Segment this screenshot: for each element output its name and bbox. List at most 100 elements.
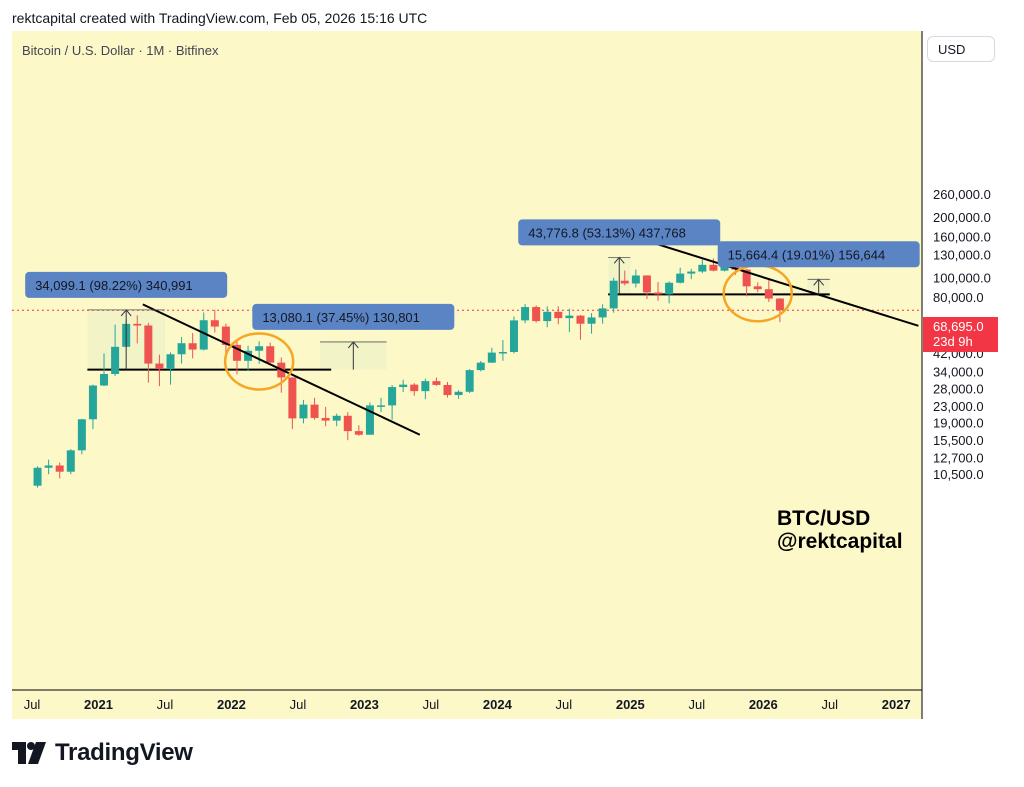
measure-label-2: 13,080.1 (37.45%) 130,801: [262, 310, 420, 325]
tradingview-logo-icon: [12, 742, 46, 764]
candle-body: [232, 344, 241, 361]
candle-body: [554, 311, 563, 319]
candle-body: [676, 273, 685, 283]
candle-body: [210, 320, 219, 327]
x-tick-label: Jul: [688, 697, 705, 712]
candle-body: [631, 275, 640, 284]
candle-body: [720, 266, 729, 271]
candle-body: [521, 307, 530, 321]
x-tick-label: Jul: [157, 697, 174, 712]
trendline-2: [618, 231, 919, 327]
candle-body: [565, 315, 574, 319]
candle-body: [354, 431, 363, 435]
measure-label-3: 43,776.8 (53.13%) 437,768: [528, 225, 686, 240]
candle-body: [111, 346, 120, 374]
candle-body: [255, 346, 264, 351]
candle-body: [66, 450, 75, 472]
measure-label-box-3: [518, 219, 721, 246]
y-tick-label: 15,500.0: [933, 433, 984, 448]
candle-body: [598, 308, 607, 318]
x-tick-label: Jul: [24, 697, 41, 712]
y-tick-label: 130,000.0: [933, 248, 991, 263]
candle-body: [155, 363, 164, 370]
y-tick-label: 160,000.0: [933, 230, 991, 245]
candle-body: [188, 343, 197, 350]
candle-body: [199, 320, 208, 350]
candle-body: [100, 373, 109, 386]
candle-body: [244, 350, 253, 361]
candle-body: [133, 323, 142, 326]
candle-body: [665, 282, 674, 295]
candle-body: [388, 387, 397, 406]
candle-body: [709, 264, 718, 271]
highlight-circle-1: [223, 332, 295, 391]
y-tick-label: 28,000.0: [933, 382, 984, 397]
candle-body: [498, 351, 507, 354]
x-tick-label: 2022: [217, 697, 246, 712]
measure-label-4: 15,664.4 (19.01%) 156,644: [728, 247, 886, 262]
chart-attribution: rektcapital created with TradingView.com…: [12, 10, 428, 26]
x-tick-label: 2025: [616, 697, 645, 712]
candle-body: [487, 352, 496, 363]
price-axis[interactable]: 260,000.0 200,000.0 160,000.0 130,000.0 100,…: [923, 31, 1022, 719]
chart-symbol-title: Bitcoin / U.S. Dollar · 1M · Bitfinex: [22, 43, 219, 58]
candle-body: [764, 289, 773, 299]
x-tick-label: Jul: [821, 697, 838, 712]
candle-body: [365, 405, 374, 435]
watermark-line1: BTC/USD: [777, 507, 870, 530]
candle-countdown: 23d 9h: [933, 334, 973, 349]
candle-body: [221, 326, 230, 345]
y-tick-label: 10,500.0: [933, 467, 984, 482]
candle-body: [432, 381, 441, 385]
candle-body: [288, 377, 297, 419]
x-tick-label: 2023: [350, 697, 379, 712]
trendline-1: [142, 303, 421, 436]
x-tick-label: Jul: [290, 697, 307, 712]
candle-body: [642, 275, 651, 293]
candle-body: [421, 381, 430, 392]
x-tick-label: 2021: [84, 697, 113, 712]
candle-body: [532, 307, 541, 322]
candle-body: [44, 465, 53, 468]
measure-label-box-4: [717, 241, 920, 268]
candle-body: [377, 405, 386, 407]
candle-body: [266, 346, 275, 363]
candle-body: [55, 465, 64, 472]
candle-body: [476, 362, 485, 371]
candle-body: [399, 384, 408, 388]
y-tick-label: 80,000.0: [933, 290, 984, 305]
candle-body: [310, 404, 319, 418]
candle-body: [166, 354, 175, 370]
x-tick-label: Jul: [423, 697, 440, 712]
footer-brand: TradingView: [12, 736, 193, 770]
candle-body: [410, 384, 419, 392]
candle-body: [465, 370, 474, 392]
candle-body: [753, 286, 762, 290]
candle-body: [654, 292, 663, 295]
current-price-tag: [923, 317, 998, 352]
y-tick-label: 200,000.0: [933, 210, 991, 225]
x-tick-label: 2026: [749, 697, 778, 712]
measure-label-1: 34,099.1 (98.22%) 340,991: [35, 278, 193, 293]
measure-label-box-2: [252, 303, 455, 330]
x-tick-label: 2024: [483, 697, 513, 712]
y-tick-label: 34,000.0: [933, 365, 984, 380]
candle-body: [509, 320, 518, 352]
candle-body: [88, 385, 97, 420]
candle-body: [33, 467, 42, 486]
candle-body: [144, 325, 153, 364]
x-tick-label: Jul: [556, 697, 573, 712]
currency-button[interactable]: USD: [927, 36, 995, 62]
candle-body: [620, 280, 629, 284]
candle-body: [775, 298, 784, 311]
candle-body: [698, 264, 707, 272]
tradingview-brand-name: TradingView: [55, 739, 193, 766]
candle-body: [742, 269, 751, 287]
candle-body: [576, 315, 585, 324]
candle-body: [609, 280, 618, 309]
candle-body: [177, 343, 186, 355]
watermark-line2: @rektcapital: [777, 530, 903, 553]
candle-body: [454, 391, 463, 396]
candle-body: [543, 311, 552, 322]
